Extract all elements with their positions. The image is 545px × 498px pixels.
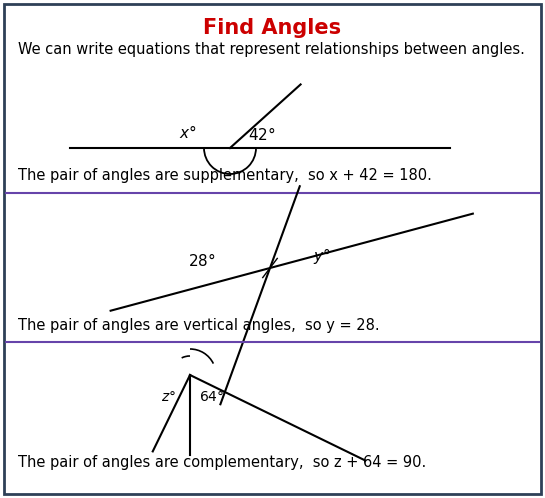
Text: The pair of angles are complementary,  so z + 64 = 90.: The pair of angles are complementary, so… [18, 455, 426, 470]
Text: $64°$: $64°$ [199, 390, 225, 404]
Text: Find Angles: Find Angles [203, 18, 341, 38]
Text: The pair of angles are vertical angles,  so y = 28.: The pair of angles are vertical angles, … [18, 318, 380, 333]
Text: $28°$: $28°$ [188, 251, 216, 268]
Text: The pair of angles are supplementary,  so x + 42 = 180.: The pair of angles are supplementary, so… [18, 168, 432, 183]
Text: $x°$: $x°$ [179, 124, 197, 140]
Text: $z°$: $z°$ [161, 390, 175, 404]
Text: $y°$: $y°$ [313, 246, 331, 266]
Text: $42°$: $42°$ [248, 125, 276, 142]
Text: We can write equations that represent relationships between angles.: We can write equations that represent re… [18, 42, 525, 57]
